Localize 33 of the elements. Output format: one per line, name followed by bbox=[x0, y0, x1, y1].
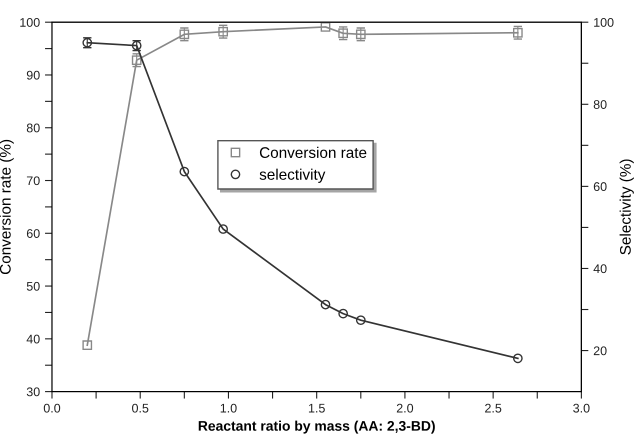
y2-axis-title: Selectivity (%) bbox=[620, 159, 634, 255]
x-tick-label: 3.0 bbox=[573, 404, 590, 413]
point bbox=[356, 315, 366, 326]
y-tick-label: 30 bbox=[26, 387, 40, 396]
x-tick-label: 2.5 bbox=[485, 404, 502, 413]
y-tick-label: 80 bbox=[26, 124, 40, 132]
point bbox=[512, 354, 523, 364]
point bbox=[338, 308, 348, 318]
legend-label: selectivity bbox=[260, 168, 326, 183]
x-tick-label: 0.5 bbox=[132, 404, 148, 413]
point bbox=[218, 224, 228, 234]
point bbox=[179, 166, 190, 176]
y-tick-label: 90 bbox=[26, 70, 40, 80]
point bbox=[320, 300, 330, 310]
point bbox=[320, 22, 330, 32]
y2-tick-label: 60 bbox=[594, 182, 607, 192]
y2-tick-label: 80 bbox=[594, 100, 607, 109]
legend-label: Conversion rate bbox=[260, 146, 366, 158]
y-tick-label: 100 bbox=[20, 18, 40, 27]
y2-tick-label: 40 bbox=[593, 264, 607, 274]
x-tick-label: 1.0 bbox=[220, 404, 237, 413]
y-tick-label: 40 bbox=[26, 334, 40, 344]
y-tick-label: 60 bbox=[26, 229, 40, 238]
x-tick-label: 0.0 bbox=[44, 404, 60, 413]
y2-tick-label: 100 bbox=[594, 18, 614, 27]
y-axis-title: Conversion rate (%) bbox=[0, 140, 14, 274]
y-tick-label: 50 bbox=[26, 282, 40, 291]
point bbox=[82, 340, 92, 350]
x-axis-title: Reactant ratio by mass (AA: 2,3-BD) bbox=[198, 420, 435, 434]
x-tick-label: 2.0 bbox=[396, 404, 414, 413]
y2-tick-label: 20 bbox=[594, 346, 607, 356]
y-tick-label: 70 bbox=[26, 176, 40, 186]
x-tick-label: 1.5 bbox=[308, 404, 325, 413]
